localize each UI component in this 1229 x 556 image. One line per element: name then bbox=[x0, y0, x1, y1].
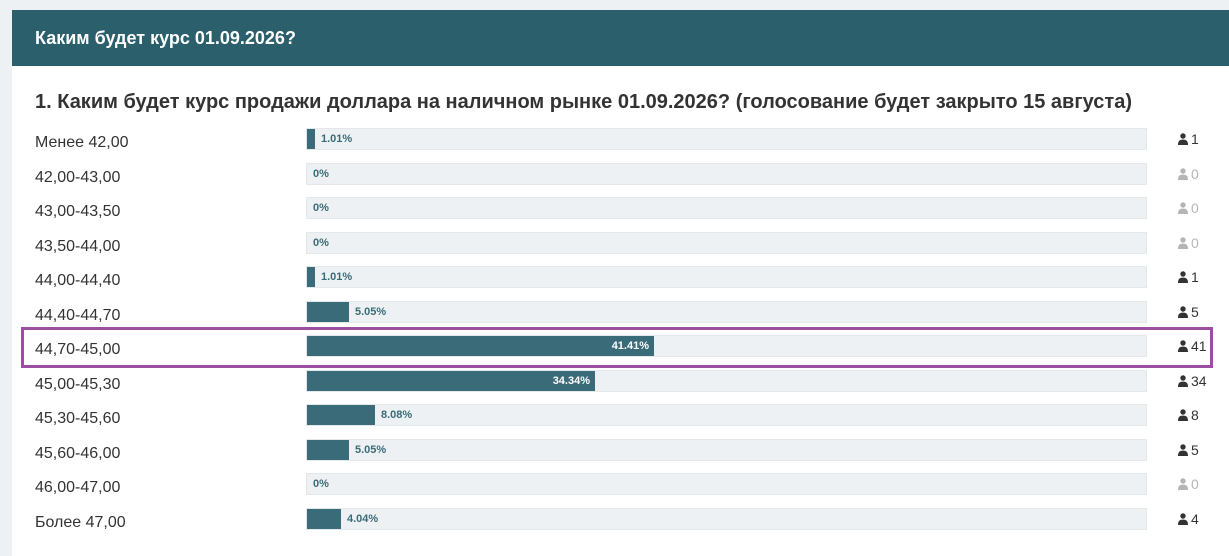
vote-count-value: 1 bbox=[1191, 131, 1199, 147]
progress-track: 41.41% bbox=[306, 335, 1147, 357]
progress-track: 34.34% bbox=[306, 369, 1147, 392]
poll-option-row: 44,00-44,40 1.01% 1 bbox=[12, 266, 1229, 301]
percent-label: 1.01% bbox=[321, 133, 353, 145]
option-label: Менее 42,00 bbox=[35, 134, 129, 151]
progress-track: 1.01% bbox=[306, 128, 1147, 150]
progress-track: 5.05% bbox=[306, 438, 1147, 461]
vote-count: 5 bbox=[1178, 441, 1199, 459]
user-icon bbox=[1178, 443, 1188, 456]
vote-count: 0 bbox=[1178, 234, 1199, 252]
option-label: 43,00-43,50 bbox=[35, 203, 121, 220]
user-icon bbox=[1178, 374, 1188, 387]
user-icon bbox=[1178, 478, 1188, 490]
option-label: 44,00-44,40 bbox=[35, 272, 121, 289]
percent-label: 34.34% bbox=[552, 374, 590, 387]
percent-label: 8.08% bbox=[381, 409, 413, 421]
user-icon bbox=[1178, 236, 1188, 249]
poll-option-row: 42,00-43,00 0% 0 bbox=[12, 162, 1229, 198]
progress-fill bbox=[307, 336, 654, 356]
poll-option-row: 44,70-45,00 41.41% 41 bbox=[12, 335, 1229, 370]
vote-count: 0 bbox=[1178, 199, 1199, 217]
vote-count-value: 0 bbox=[1191, 200, 1199, 216]
user-icon bbox=[1178, 202, 1188, 214]
poll-title: Каким будет курс 01.09.2026? bbox=[12, 10, 1229, 66]
progress-fill bbox=[307, 267, 315, 287]
vote-count-value: 4 bbox=[1191, 510, 1199, 527]
vote-count-value: 1 bbox=[1191, 269, 1199, 285]
progress-track: 1.01% bbox=[306, 266, 1147, 288]
user-icon bbox=[1178, 271, 1188, 283]
percent-label: 0% bbox=[313, 202, 329, 214]
vote-count-value: 34 bbox=[1191, 372, 1207, 389]
user-icon bbox=[1178, 512, 1188, 525]
poll-option-row: 45,30-45,60 8.08% 8 bbox=[12, 404, 1229, 439]
user-icon bbox=[1178, 409, 1188, 421]
vote-count: 4 bbox=[1178, 510, 1199, 528]
vote-count-value: 41 bbox=[1191, 338, 1207, 354]
option-label: Более 47,00 bbox=[35, 513, 126, 531]
percent-label: 0% bbox=[313, 478, 329, 490]
progress-fill bbox=[307, 370, 595, 391]
vote-count-value: 8 bbox=[1191, 407, 1199, 423]
progress-track: 5.05% bbox=[306, 300, 1147, 323]
progress-track: 8.08% bbox=[306, 404, 1147, 426]
option-label: 44,70-45,00 bbox=[35, 341, 121, 358]
vote-count: 41 bbox=[1178, 337, 1207, 355]
percent-label: 4.04% bbox=[347, 512, 379, 525]
poll-option-row: 43,00-43,50 0% 0 bbox=[12, 197, 1229, 232]
poll-option-row: Более 47,00 4.04% 4 bbox=[12, 507, 1229, 543]
option-label: 44,40-44,70 bbox=[35, 306, 121, 324]
poll-panel: Каким будет курс 01.09.2026? 1. Каким бу… bbox=[12, 10, 1229, 556]
vote-count: 5 bbox=[1178, 303, 1199, 321]
question-text: 1. Каким будет курс продажи доллара на н… bbox=[35, 91, 1132, 113]
progress-track: 0% bbox=[306, 197, 1147, 219]
progress-fill bbox=[307, 439, 349, 460]
poll-option-row: 43,50-44,00 0% 0 bbox=[12, 231, 1229, 267]
option-label: 46,00-47,00 bbox=[35, 479, 121, 496]
option-label: 45,60-46,00 bbox=[35, 444, 121, 462]
percent-label: 0% bbox=[313, 167, 329, 180]
progress-fill bbox=[307, 508, 341, 529]
user-icon bbox=[1178, 340, 1188, 352]
vote-count: 1 bbox=[1178, 268, 1199, 286]
vote-count-value: 5 bbox=[1191, 441, 1199, 458]
vote-count: 34 bbox=[1178, 372, 1207, 390]
vote-count: 0 bbox=[1178, 165, 1199, 183]
vote-count: 8 bbox=[1178, 406, 1199, 424]
percent-label: 5.05% bbox=[355, 305, 387, 318]
poll-option-row: 45,60-46,00 5.05% 5 bbox=[12, 438, 1229, 474]
percent-label: 0% bbox=[313, 236, 329, 249]
percent-label: 5.05% bbox=[355, 443, 387, 456]
vote-count: 0 bbox=[1178, 475, 1199, 493]
user-icon bbox=[1178, 133, 1188, 145]
poll-option-row: Менее 42,00 1.01% 1 bbox=[12, 128, 1229, 163]
options-list: Менее 42,00 1.01% 1 42,00-43,00 0% 0 43,00-43,… bbox=[12, 128, 1229, 542]
vote-count-value: 0 bbox=[1191, 165, 1199, 182]
progress-fill bbox=[307, 405, 375, 425]
percent-label: 41.41% bbox=[611, 340, 649, 352]
vote-count-value: 5 bbox=[1191, 303, 1199, 320]
progress-fill bbox=[307, 301, 349, 322]
vote-count-value: 0 bbox=[1191, 476, 1199, 492]
poll-option-row: 45,00-45,30 34.34% 34 bbox=[12, 369, 1229, 405]
progress-track: 0% bbox=[306, 231, 1147, 254]
percent-label: 1.01% bbox=[321, 271, 353, 283]
progress-track: 0% bbox=[306, 473, 1147, 495]
progress-track: 4.04% bbox=[306, 507, 1147, 530]
vote-count: 1 bbox=[1178, 130, 1199, 148]
option-label: 42,00-43,00 bbox=[35, 168, 121, 186]
option-label: 45,30-45,60 bbox=[35, 410, 121, 427]
progress-track: 0% bbox=[306, 162, 1147, 185]
vote-count-value: 0 bbox=[1191, 234, 1199, 251]
progress-fill bbox=[307, 129, 315, 149]
option-label: 43,50-44,00 bbox=[35, 237, 121, 255]
user-icon bbox=[1178, 167, 1188, 180]
user-icon bbox=[1178, 305, 1188, 318]
option-label: 45,00-45,30 bbox=[35, 375, 121, 393]
poll-option-row: 44,40-44,70 5.05% 5 bbox=[12, 300, 1229, 336]
poll-option-row: 46,00-47,00 0% 0 bbox=[12, 473, 1229, 508]
